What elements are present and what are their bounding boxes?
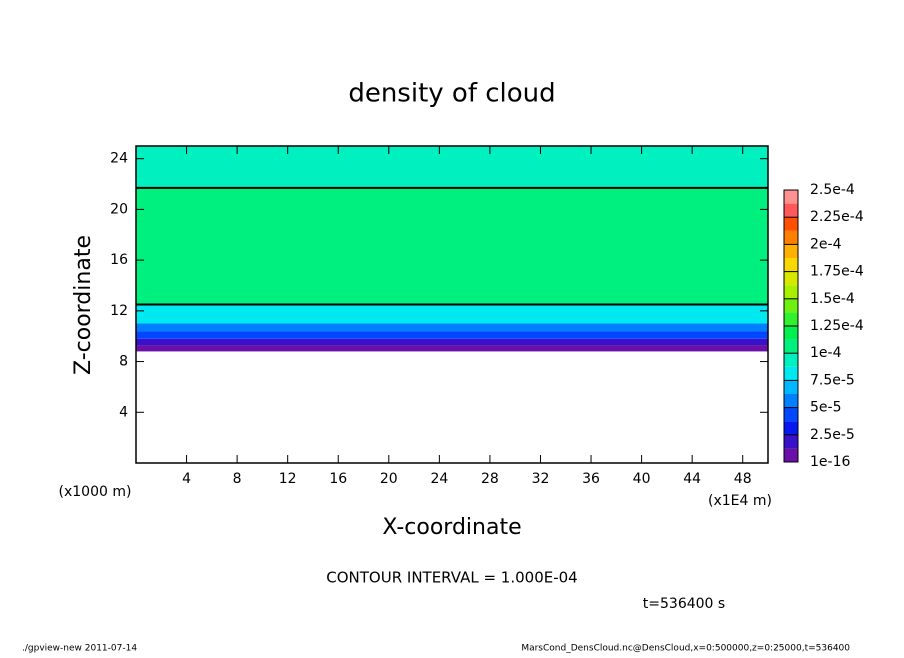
colorbar-label: 2.25e-4: [810, 209, 864, 225]
colorbar-box: [784, 353, 798, 367]
density-band: [136, 345, 768, 352]
colorbar-box: [784, 448, 798, 462]
time-note: t=536400 s: [643, 596, 725, 612]
colorbar-box: [784, 258, 798, 272]
colorbar-box: [784, 407, 798, 422]
colorbar-box: [784, 380, 798, 394]
y-unit-note: (x1000 m): [59, 484, 132, 500]
density-band: [136, 331, 768, 339]
footer-left: ./gpview-new 2011-07-14: [22, 644, 137, 654]
density-band: [136, 304, 768, 324]
chart-title: density of cloud: [348, 79, 555, 109]
y-tick-label: 20: [110, 201, 128, 217]
density-band: [136, 187, 768, 305]
x-tick-label: 16: [329, 471, 347, 487]
colorbar-label: 1e-4: [810, 345, 842, 361]
colorbar-box: [784, 421, 798, 435]
y-tick-label: 16: [110, 252, 128, 268]
y-axis-label: Z-coordinate: [71, 235, 96, 375]
colorbar-label: 7.5e-5: [810, 372, 855, 388]
y-tick-label: 8: [119, 354, 128, 370]
x-tick-label: 8: [233, 471, 242, 487]
colorbar-box: [784, 312, 798, 326]
colorbar-box: [784, 190, 798, 204]
colorbar-box: [784, 244, 798, 258]
colorbar-label: 1.75e-4: [810, 264, 864, 280]
y-tick-label: 4: [119, 404, 128, 420]
colorbar-box: [784, 298, 798, 313]
colorbar-label: 5e-5: [810, 400, 841, 416]
colorbar-box: [784, 339, 798, 354]
colorbar-box: [784, 271, 798, 286]
colorbar-label: 2.5e-5: [810, 427, 855, 443]
colorbar-label: 1.5e-4: [810, 291, 855, 307]
density-band: [136, 338, 768, 346]
colorbar-box: [784, 203, 798, 218]
x-axis-label: X-coordinate: [382, 515, 521, 540]
density-band: [136, 323, 768, 332]
colorbar-label: 2e-4: [810, 236, 842, 252]
colorbar-label: 1e-16: [810, 454, 850, 470]
x-tick-label: 4: [182, 471, 191, 487]
plot-frame: [135, 145, 769, 464]
colorbar-box: [784, 434, 798, 449]
density-band: [136, 146, 768, 188]
colorbar-box: [784, 230, 798, 245]
footer-right: MarsCond_DensCloud.nc@DensCloud,x=0:5000…: [521, 644, 850, 654]
colorbar-box: [784, 326, 798, 340]
colorbar-label: 2.5e-4: [810, 182, 855, 198]
x-unit-note: (x1E4 m): [708, 493, 772, 509]
y-tick-label: 24: [110, 151, 128, 167]
x-tick-label: 12: [279, 471, 297, 487]
x-tick-label: 44: [683, 471, 701, 487]
contour-note: CONTOUR INTERVAL = 1.000E-04: [326, 569, 577, 587]
x-tick-label: 20: [380, 471, 398, 487]
x-tick-label: 32: [532, 471, 550, 487]
x-tick-label: 36: [582, 471, 600, 487]
colorbar-box: [784, 217, 798, 231]
colorbar-box: [784, 394, 798, 408]
colorbar-box: [784, 285, 798, 299]
colorbar-box: [784, 366, 798, 381]
x-tick-label: 40: [633, 471, 651, 487]
x-tick-label: 48: [734, 471, 752, 487]
x-tick-label: 24: [430, 471, 448, 487]
colorbar-label: 1.25e-4: [810, 318, 864, 334]
y-tick-label: 12: [110, 303, 128, 319]
x-tick-label: 28: [481, 471, 499, 487]
